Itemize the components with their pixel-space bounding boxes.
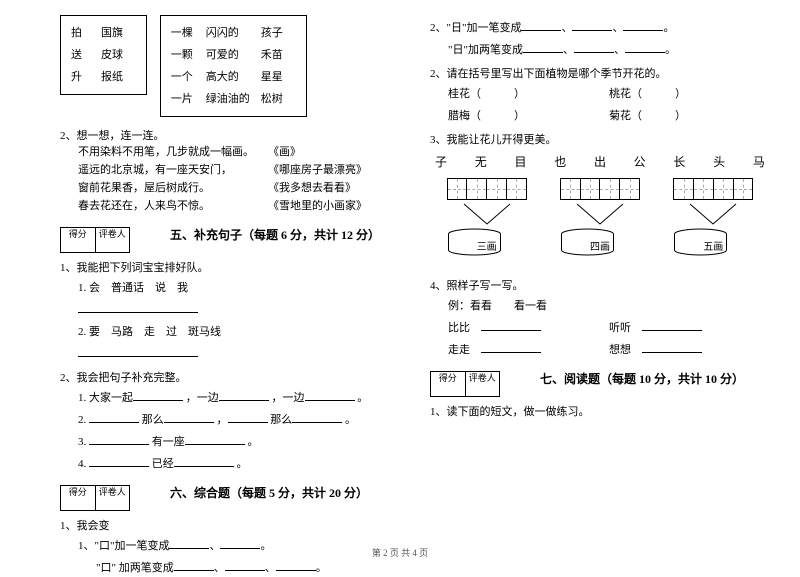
q2-title: 2、想一想，连一连。 (60, 127, 400, 143)
plants-row-1: 桂花（ ） 桃花（ ） (448, 86, 770, 103)
section-5-title: 五、补充句子（每题 6 分，共计 12 分） (170, 226, 380, 243)
score-box: 得分评卷人 (60, 227, 130, 253)
s6-q1: 1、我会变 (60, 517, 400, 533)
r-q1-2a: 2、"日"加一笔变成、、。 (430, 20, 770, 37)
char-row: 子无目 也出公 长头马 (430, 153, 770, 170)
r-q4: 4、照样子写一写。 (430, 277, 770, 293)
page-footer: 第 2 页 共 4 页 (0, 546, 800, 559)
section-5-head: 得分评卷人 五、补充句子（每题 6 分，共计 12 分） (60, 215, 400, 253)
r-q1-2b: "日"加两笔变成、、。 (448, 42, 770, 59)
s5-q2-l4: 4. 已经 。 (78, 456, 400, 473)
s5-q2-l3: 3. 有一座 。 (78, 434, 400, 451)
s5-q2-l2: 2. 那么 ， 那么 。 (78, 412, 400, 429)
word-box-a: 拍国旗 送皮球 升报纸 (60, 15, 147, 95)
r-q4-r2: 走走 想想 (448, 342, 770, 359)
diagram-5: 五画 (673, 178, 753, 271)
word-boxes: 拍国旗 送皮球 升报纸 一棵闪闪的孩子 一颗可爱的禾苗 一个高大的星星 一片绿油… (60, 15, 400, 117)
s5-q2-l1: 1. 大家一起 ，一边 ，一边 。 (78, 390, 400, 407)
s6-q1-2: "口" 加两笔变成、、。 (96, 560, 400, 577)
q2-matches: 不用染料不用笔，几步就成一幅画。《画》 遥远的北京城，有一座天安门，《哪座房子最… (78, 143, 400, 215)
s5-q1-1: 1. 会 普通话 说 我 (78, 280, 400, 297)
s5-q2: 2、我会把句子补充完整。 (60, 369, 400, 385)
section-6-title: 六、综合题（每题 5 分，共计 20 分） (170, 484, 368, 501)
s7-q1: 1、读下面的短文，做一做练习。 (430, 403, 770, 419)
r-q2: 2、请在括号里写出下面植物是哪个季节开花的。 (430, 65, 770, 81)
r-q4-r1: 比比 听听 (448, 320, 770, 337)
r-q3: 3、我能让花儿开得更美。 (430, 131, 770, 147)
word-box-b: 一棵闪闪的孩子 一颗可爱的禾苗 一个高大的星星 一片绿油油的松树 (160, 15, 307, 117)
plants-row-2: 腊梅（ ） 菊花（ ） (448, 108, 770, 125)
diagrams: 三画 四画 五画 (430, 178, 770, 271)
section-7-title: 七、阅读题（每题 10 分，共计 10 分） (540, 370, 744, 387)
diagram-3: 三画 (447, 178, 527, 271)
s5-q1: 1、我能把下列词宝宝排好队。 (60, 259, 400, 275)
section-6-head: 得分评卷人 六、综合题（每题 5 分，共计 20 分） (60, 473, 400, 511)
diagram-4: 四画 (560, 178, 640, 271)
left-column: 拍国旗 送皮球 升报纸 一棵闪闪的孩子 一颗可爱的禾苗 一个高大的星星 一片绿油… (60, 15, 400, 540)
s5-q1-2: 2. 要 马路 走 过 斑马线 (78, 324, 400, 341)
r-q4-ex: 例：看看 看一看 (448, 298, 770, 315)
section-7-head: 得分评卷人 七、阅读题（每题 10 分，共计 10 分） (430, 359, 770, 397)
right-column: 2、"日"加一笔变成、、。 "日"加两笔变成、、。 2、请在括号里写出下面植物是… (430, 15, 770, 540)
